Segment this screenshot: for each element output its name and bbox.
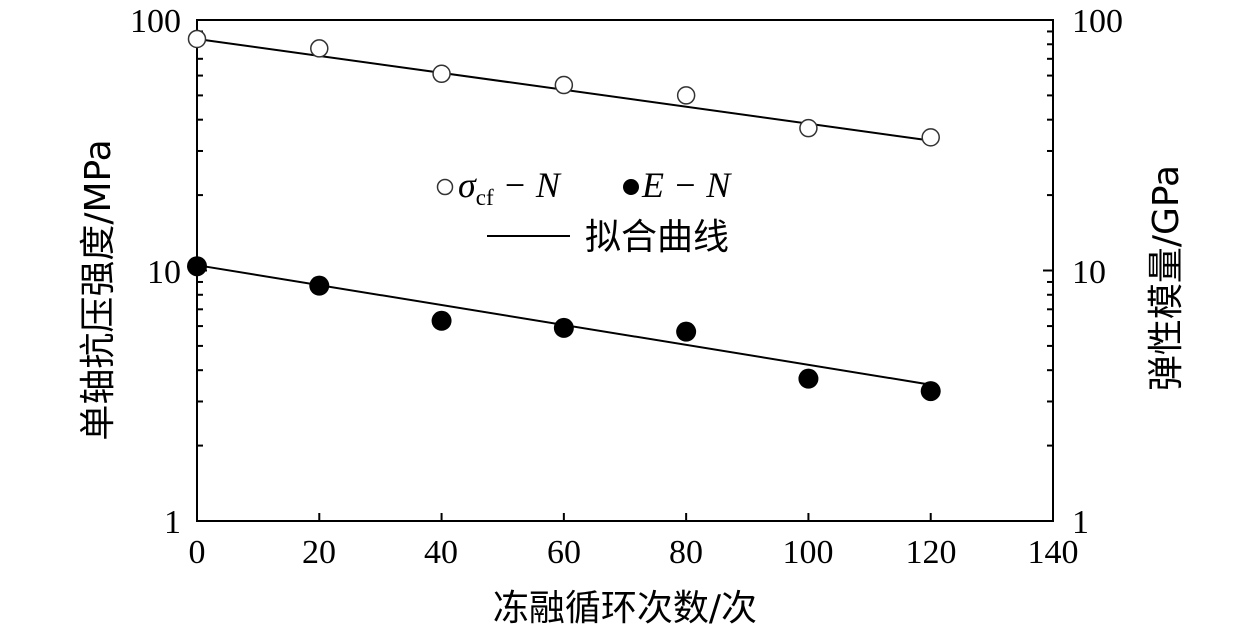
legend-label-fit: 拟合曲线	[585, 217, 729, 258]
legend-marker-sigma	[436, 178, 454, 196]
legend-label-sigma: σcf − N	[458, 165, 562, 210]
x-tick-labels: 0 20 40 60 80 100 120 140	[189, 534, 1079, 571]
legend-sigma-rest: − N	[494, 165, 562, 205]
data-point-sigma	[432, 64, 451, 84]
x-tick-label-100: 100	[783, 534, 834, 571]
x-tick-label-120: 120	[906, 534, 957, 571]
data-point-sigma	[676, 86, 696, 105]
data-point-modulus	[309, 275, 330, 296]
x-tick-label-20: 20	[302, 534, 336, 571]
legend-sigma-symbol: σ	[458, 165, 477, 205]
data-point-sigma	[187, 29, 207, 49]
x-tick-label-0: 0	[189, 534, 206, 571]
legend-marker-modulus	[623, 179, 639, 195]
data-point-sigma	[310, 39, 329, 58]
legend-modulus-rest: − N	[664, 165, 732, 205]
legend: σcf − N E − N 拟合曲线	[436, 165, 732, 258]
legend-modulus-symbol: E	[641, 165, 664, 205]
y-tick-label-10: 10	[147, 254, 181, 291]
y2-tick-label-1: 1	[1072, 504, 1089, 541]
data-point-modulus	[187, 256, 207, 277]
data-point-modulus	[676, 321, 697, 342]
data-point-modulus	[920, 381, 941, 402]
data-point-sigma	[921, 128, 940, 147]
y2-tick-label-100: 100	[1072, 3, 1123, 40]
data-point-modulus	[431, 310, 452, 331]
x-tick-label-40: 40	[424, 534, 458, 571]
legend-sigma-subscript: cf	[476, 185, 494, 210]
x-axis-title: 冻融循环次数/次	[493, 588, 757, 629]
x-tick-label-80: 80	[669, 534, 703, 571]
data-point-modulus	[553, 317, 574, 338]
y-axis-title: 单轴抗压强度/MPa	[78, 139, 119, 440]
data-point-sigma	[554, 75, 574, 95]
data-point-modulus	[798, 368, 819, 389]
plot-frame	[196, 19, 1054, 522]
data-point-sigma	[799, 118, 818, 138]
axis-ticks	[196, 30, 1054, 522]
y2-tick-label-10: 10	[1072, 254, 1106, 291]
x-tick-label-60: 60	[547, 534, 581, 571]
data-markers	[187, 29, 941, 402]
y-tick-label-100: 100	[130, 3, 181, 40]
legend-label-modulus: E − N	[641, 165, 732, 205]
x-tick-label-140: 140	[1028, 534, 1079, 571]
y-tick-label-1: 1	[164, 504, 181, 541]
y2-axis-title: 弹性模量/GPa	[1146, 165, 1187, 391]
